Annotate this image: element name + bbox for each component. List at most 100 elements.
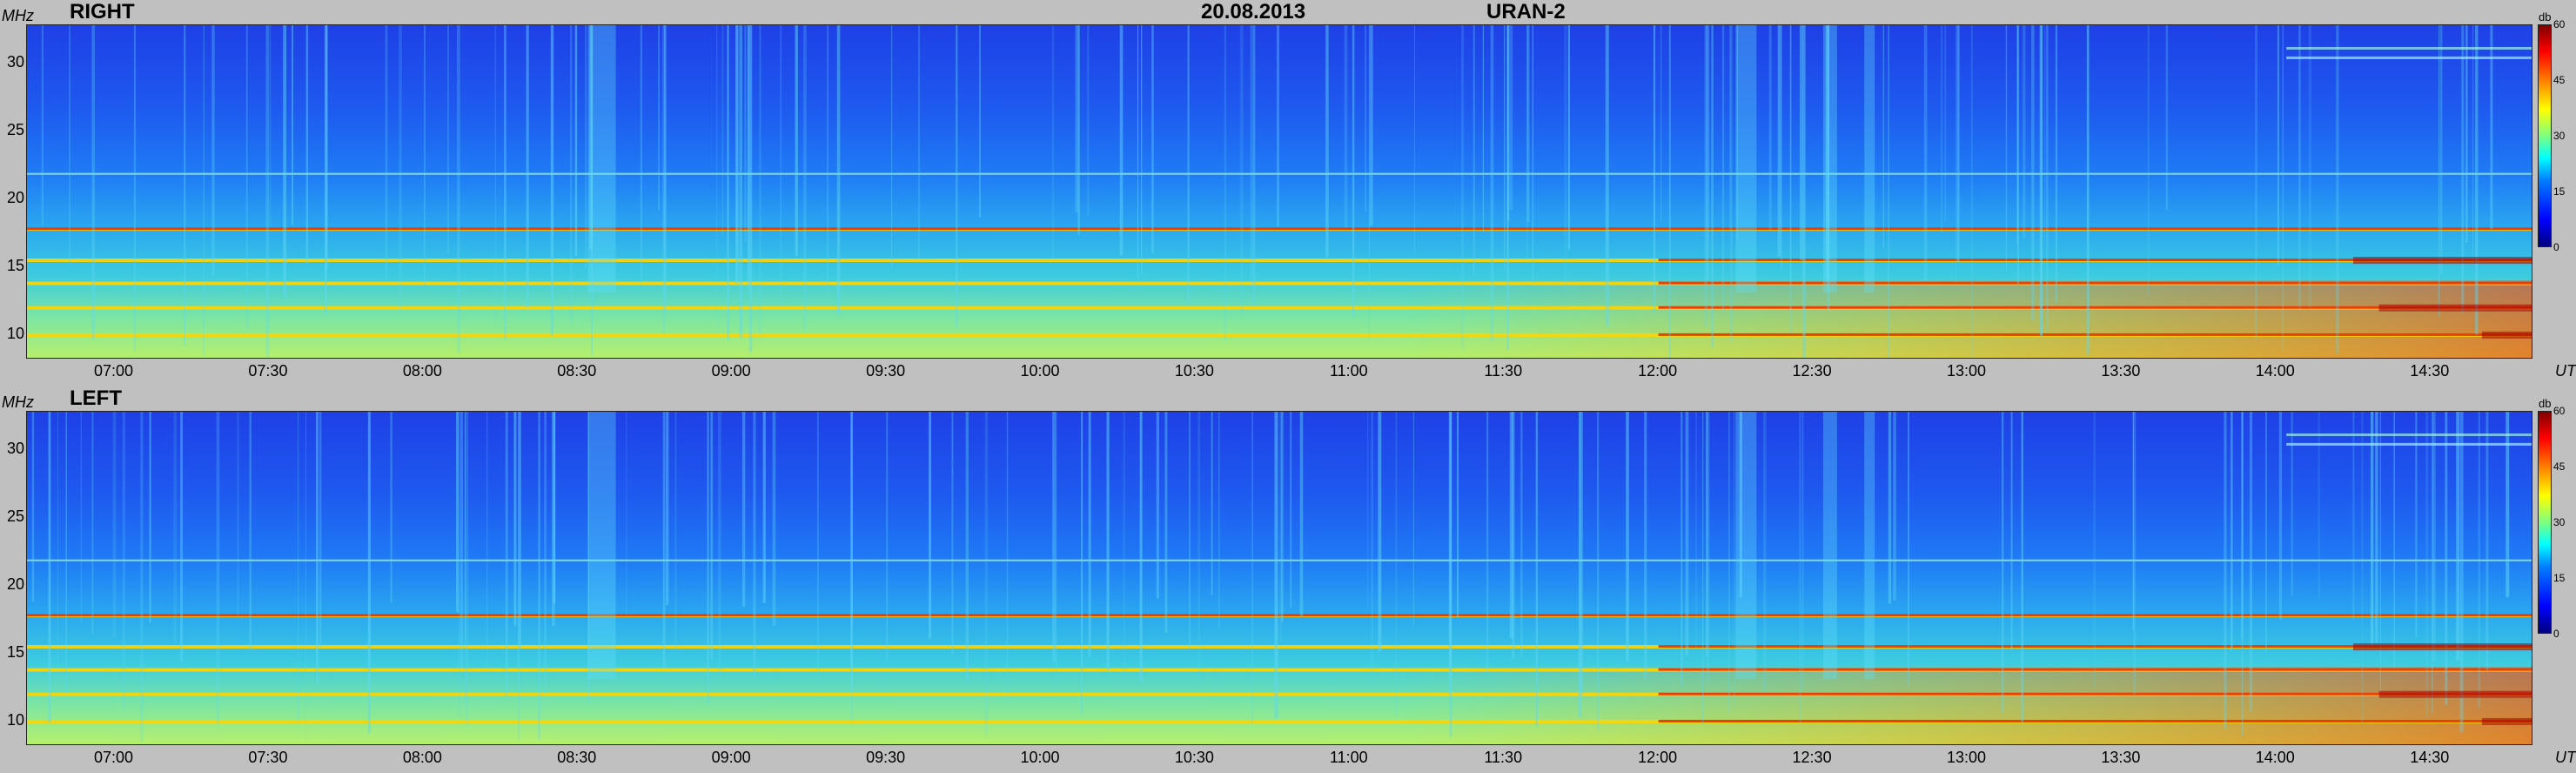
x-tick-label: 12:00 [1638,362,1678,380]
interference-streak [1893,412,1896,601]
interference-streak [2010,412,2013,651]
interference-streak [69,25,70,267]
interference-streak [1368,25,1370,342]
emission-column [1864,412,1875,680]
interference-streak [1827,25,1830,310]
intense-band [2481,331,2532,339]
interference-streak [326,25,328,270]
interference-streak [1253,25,1256,306]
interference-streak [1512,412,1515,660]
interference-streak [1941,25,1943,233]
interference-streak [2093,412,2096,687]
interference-streak [1799,412,1801,725]
interference-streak [2318,412,2320,600]
interference-streak [2490,25,2493,230]
interference-streak [587,412,589,704]
x-tick-label: 10:00 [1020,749,1060,766]
interference-streak [423,25,426,286]
x-tick-label: 13:30 [2101,362,2141,380]
interference-streak [2393,412,2396,669]
low-frequency-emission [27,280,2532,358]
interference-streak [1956,25,1960,263]
interference-streak [965,412,969,682]
interference-streak [1211,412,1213,596]
interference-streak [1763,412,1767,692]
interference-streak [1279,412,1283,642]
interference-streak [1955,25,1957,284]
colorbar [2538,24,2552,247]
interference-streak [1567,25,1570,250]
x-tick-label: 13:00 [1946,362,1986,380]
interference-streak [735,25,739,284]
y-tick-label: 10 [6,324,24,342]
interference-streak [465,412,466,704]
interference-streak [550,25,554,337]
interference-streak [2308,25,2311,308]
interference-streak [929,412,931,639]
interference-streak [2043,25,2046,244]
y-tick-label: 25 [6,120,24,138]
interference-streak [1490,25,1494,341]
interference-streak [1251,412,1253,724]
colorbar [2538,411,2552,634]
interference-streak [1378,412,1382,652]
interference-streak [2379,412,2382,693]
interference-streak [447,25,449,254]
interference-streak [367,412,371,734]
interference-streak [917,25,921,259]
interference-streak [2465,25,2468,244]
interference-streak [1653,25,1656,313]
interference-streak [519,412,521,649]
y-tick-label: 15 [6,642,24,661]
interference-streak [2475,25,2479,335]
time-unit-label: UT [2555,749,2576,766]
x-tick-label: 11:30 [1484,749,1523,766]
emission-column [1735,25,1757,293]
emission-column [1822,25,1837,293]
freq-unit-label: MHz [2,7,34,24]
colorbar-unit-label: db [2539,397,2552,410]
x-tick-label: 11:00 [1329,749,1368,766]
band-line [27,692,2532,696]
interference-streak [2046,25,2049,333]
interference-streak [91,412,94,635]
interference-streak [245,25,248,331]
interference-streak [716,25,718,334]
freq-unit-label: MHz [2,393,34,411]
x-tick-label: 14:30 [2410,749,2450,766]
y-tick-label: 30 [6,52,24,71]
interference-streak [544,412,547,695]
interference-streak [640,25,642,284]
interference-streak [456,412,460,613]
interference-streak [741,412,746,608]
intense-band [2378,304,2532,312]
interference-streak [665,412,669,606]
interference-streak [2370,412,2374,645]
x-tick-label: 07:00 [94,362,134,380]
x-tick-label: 14:30 [2410,362,2450,380]
upper-band [2286,46,2532,50]
interference-streak [1218,412,1220,629]
interference-streak [1486,412,1489,671]
spectrogram-plot [26,24,2532,359]
interference-streak [1461,25,1465,350]
interference-streak [2298,25,2301,311]
interference-streak [589,25,594,250]
interference-streak [319,412,322,647]
interference-streak [551,412,555,627]
interference-streak [2439,25,2443,274]
interference-streak [1509,412,1513,639]
spectrogram-canvas [27,25,2532,358]
interference-streak [1006,412,1009,703]
colorbar-tick-label: 15 [2553,572,2566,584]
interference-streak [1370,25,1373,226]
interference-streak [1923,25,1928,281]
band-line [27,645,2532,649]
interference-streak [1482,25,1484,233]
interference-streak [2147,25,2150,295]
interference-streak [739,25,743,338]
interference-streak [184,25,186,346]
interference-streak [1801,412,1804,690]
interference-streak [2361,412,2364,723]
interference-streak [2132,412,2135,631]
